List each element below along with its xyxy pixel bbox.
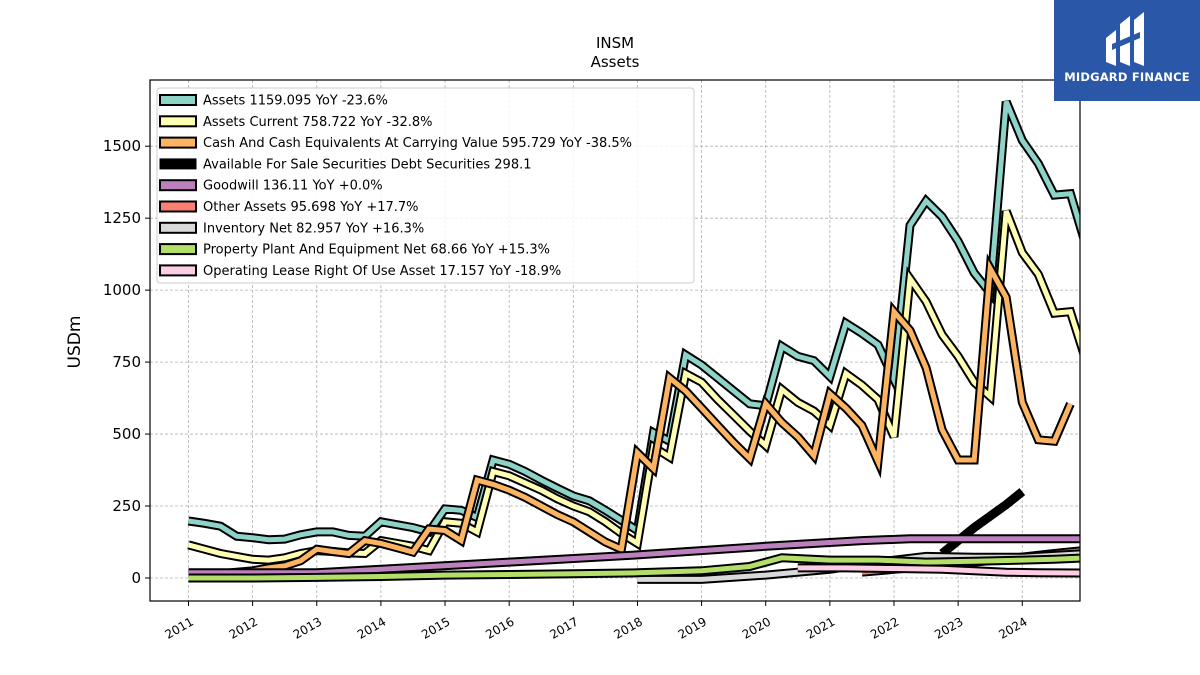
x-tick-label: 2020	[740, 614, 773, 641]
legend-label-cash-and-cash-equivalents-at-carrying-value: Cash And Cash Equivalents At Carrying Va…	[203, 136, 632, 151]
series-line-cash-and-cash-equivalents-at-carrying-value	[188, 260, 1073, 578]
legend-swatch-goodwill	[159, 179, 197, 192]
legend-label-goodwill: Goodwill 136.11 YoY +0.0%	[203, 179, 383, 194]
legend-swatch-property-plant-and-equipment-net	[159, 243, 197, 256]
x-tick-label: 2014	[355, 614, 388, 641]
legend-swatch-inventory-net	[159, 221, 197, 234]
legend-label-inventory-net: Inventory Net 82.957 YoY +16.3%	[203, 221, 424, 236]
series-line-operating-lease-right-of-use-asset	[797, 565, 1080, 576]
y-tick-label: 1000	[103, 281, 141, 299]
legend-swatch-other-assets	[159, 200, 197, 213]
legend-swatch-cash-and-cash-equivalents-at-carrying-value	[159, 136, 197, 149]
legend-swatch-assets-current	[159, 115, 197, 128]
legend-label-available-for-sale-securities-debt-securities: Available For Sale Securities Debt Secur…	[203, 157, 532, 172]
x-tick-label: 2013	[291, 614, 324, 641]
x-tick-label: 2015	[419, 614, 452, 641]
legend-swatch-assets	[159, 94, 197, 106]
chart-title: INSM	[596, 34, 634, 52]
x-tick-label: 2024	[996, 614, 1029, 641]
series-line-property-plant-and-equipment-net	[188, 555, 1080, 581]
legend-swatch-available-for-sale-securities-debt-securities	[159, 158, 197, 170]
legend-label-property-plant-and-equipment-net: Property Plant And Equipment Net 68.66 Y…	[203, 243, 550, 258]
y-tick-label: 250	[112, 497, 141, 515]
midgard-logo-icon	[1106, 12, 1144, 66]
legend-box	[156, 87, 695, 284]
series-line-goodwill	[188, 536, 1080, 576]
series-group	[187, 99, 1080, 584]
x-tick-label: 2017	[547, 614, 580, 641]
y-tick-label: 750	[112, 353, 141, 371]
x-tick-label: 2011	[163, 614, 196, 641]
y-axis-label: USDm	[65, 316, 85, 369]
x-tick-label: 2022	[868, 614, 901, 641]
y-tick-label: 1250	[103, 209, 141, 227]
chart-subtitle: Assets	[591, 53, 640, 71]
legend-swatch-operating-lease-right-of-use-asset	[159, 264, 197, 277]
x-tick-label: 2018	[611, 614, 644, 641]
y-tick-label: 1500	[103, 137, 141, 155]
legend-label-other-assets: Other Assets 95.698 YoY +17.7%	[203, 200, 419, 215]
logo-text: MIDGARD FINANCE	[1064, 70, 1190, 84]
x-tick-label: 2021	[804, 614, 837, 641]
legend-label-assets: Assets 1159.095 YoY -23.6%	[203, 94, 388, 109]
x-tick-label: 2019	[676, 614, 709, 641]
y-tick-label: 500	[112, 425, 141, 443]
x-tick-label: 2023	[932, 614, 965, 641]
legend: Assets 1159.095 YoY -23.6% Assets Current…	[156, 87, 695, 284]
y-tick-label: 0	[131, 569, 141, 587]
plot-frame	[149, 79, 1081, 602]
x-tick-label: 2016	[483, 614, 516, 641]
logo-badge: MIDGARD FINANCE	[1054, 0, 1200, 101]
series-line-available-for-sale-securities-debt-securities	[939, 488, 1026, 558]
x-tick-label: 2012	[227, 614, 260, 641]
legend-label-operating-lease-right-of-use-asset: Operating Lease Right Of Use Asset 17.15…	[203, 264, 561, 279]
legend-label-assets-current: Assets Current 758.722 YoY -32.8%	[203, 115, 433, 130]
